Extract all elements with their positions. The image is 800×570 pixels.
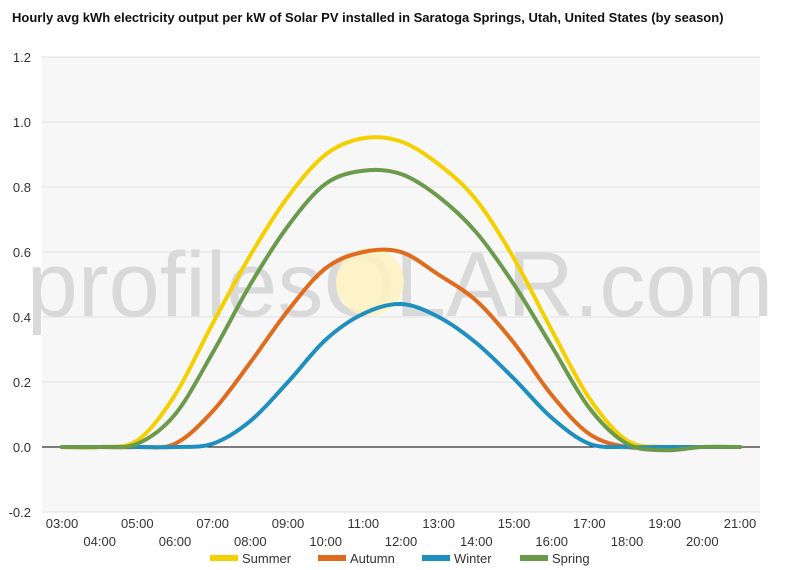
chart-title: Hourly avg kWh electricity output per kW…: [12, 10, 724, 25]
x-tick-label: 09:00: [272, 516, 305, 531]
x-tick-label: 11:00: [348, 516, 380, 531]
y-tick-label: 1.2: [13, 50, 31, 65]
legend-label-summer: Summer: [242, 551, 292, 566]
series-line-spring: [60, 167, 742, 453]
legend-swatch-autumn: [318, 555, 346, 561]
y-tick-label: -0.2: [9, 505, 31, 520]
x-tick-label: 08:00: [234, 534, 267, 549]
y-tick-label: 0.8: [13, 180, 31, 195]
x-tick-label: 03:00: [46, 516, 79, 531]
legend-label-winter: Winter: [454, 551, 492, 566]
y-tick-label: 0.2: [13, 375, 31, 390]
legend-swatch-spring: [520, 555, 548, 561]
x-tick-label: 10:00: [309, 534, 342, 549]
x-tick-label: 18:00: [611, 534, 644, 549]
x-tick-label: 14:00: [460, 534, 493, 549]
x-tick-label: 21:00: [724, 516, 757, 531]
x-tick-label: 07:00: [196, 516, 229, 531]
legend-swatch-winter: [422, 555, 450, 561]
x-tick-label: 20:00: [686, 534, 719, 549]
x-tick-label: 17:00: [573, 516, 606, 531]
x-tick-label: 06:00: [159, 534, 192, 549]
x-tick-label: 05:00: [121, 516, 154, 531]
x-tick-label: 16:00: [535, 534, 568, 549]
series-line-summer: [60, 135, 742, 450]
y-tick-label: 0.4: [13, 310, 31, 325]
watermark-sun: [336, 248, 404, 316]
x-tick-label: 04:00: [83, 534, 116, 549]
y-tick-label: 0.0: [13, 440, 31, 455]
y-tick-label: 1.0: [13, 115, 31, 130]
y-tick-label: 0.6: [13, 245, 31, 260]
x-tick-label: 13:00: [422, 516, 455, 531]
x-tick-label: 19:00: [648, 516, 681, 531]
legend-swatch-summer: [210, 555, 238, 561]
legend-label-spring: Spring: [552, 551, 590, 566]
legend-label-autumn: Autumn: [350, 551, 395, 566]
x-tick-label: 12:00: [385, 534, 418, 549]
series-line-winter: [60, 301, 742, 450]
x-tick-label: 15:00: [498, 516, 531, 531]
